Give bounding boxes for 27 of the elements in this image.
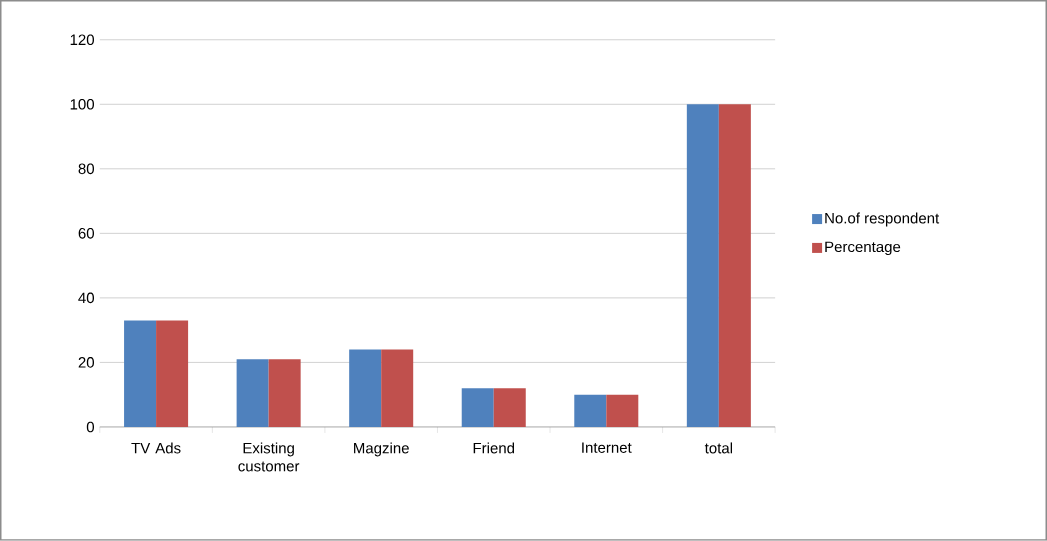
bar bbox=[718, 104, 751, 428]
x-tick-label: Internet bbox=[582, 442, 632, 454]
bar bbox=[461, 388, 494, 428]
y-tick-label: 120 bbox=[70, 34, 94, 46]
legend-label: Percentage bbox=[825, 241, 901, 256]
y-tick-label: 60 bbox=[78, 228, 94, 239]
y-tick-label: 0 bbox=[86, 421, 95, 433]
y-tick-label: 20 bbox=[78, 357, 94, 368]
bar bbox=[236, 359, 269, 428]
legend-label: No.of respondent bbox=[825, 212, 940, 227]
bar bbox=[268, 359, 301, 428]
bar bbox=[493, 388, 526, 428]
bar bbox=[686, 104, 719, 428]
bar bbox=[156, 320, 189, 428]
x-tick-label: Friend bbox=[473, 442, 515, 454]
bar bbox=[349, 349, 382, 428]
x-tick-label: Existing customer bbox=[238, 442, 300, 472]
x-tick-label: TV Ads bbox=[131, 442, 181, 454]
bar bbox=[124, 320, 157, 428]
x-tick-label: total bbox=[704, 442, 733, 454]
y-tick-label: 100 bbox=[70, 99, 94, 110]
y-tick-label: 80 bbox=[78, 163, 94, 175]
bar bbox=[381, 349, 414, 428]
y-tick-label: 40 bbox=[78, 292, 94, 304]
bar bbox=[606, 394, 639, 428]
bar bbox=[574, 394, 607, 428]
x-tick-label: Magzine bbox=[354, 442, 409, 457]
